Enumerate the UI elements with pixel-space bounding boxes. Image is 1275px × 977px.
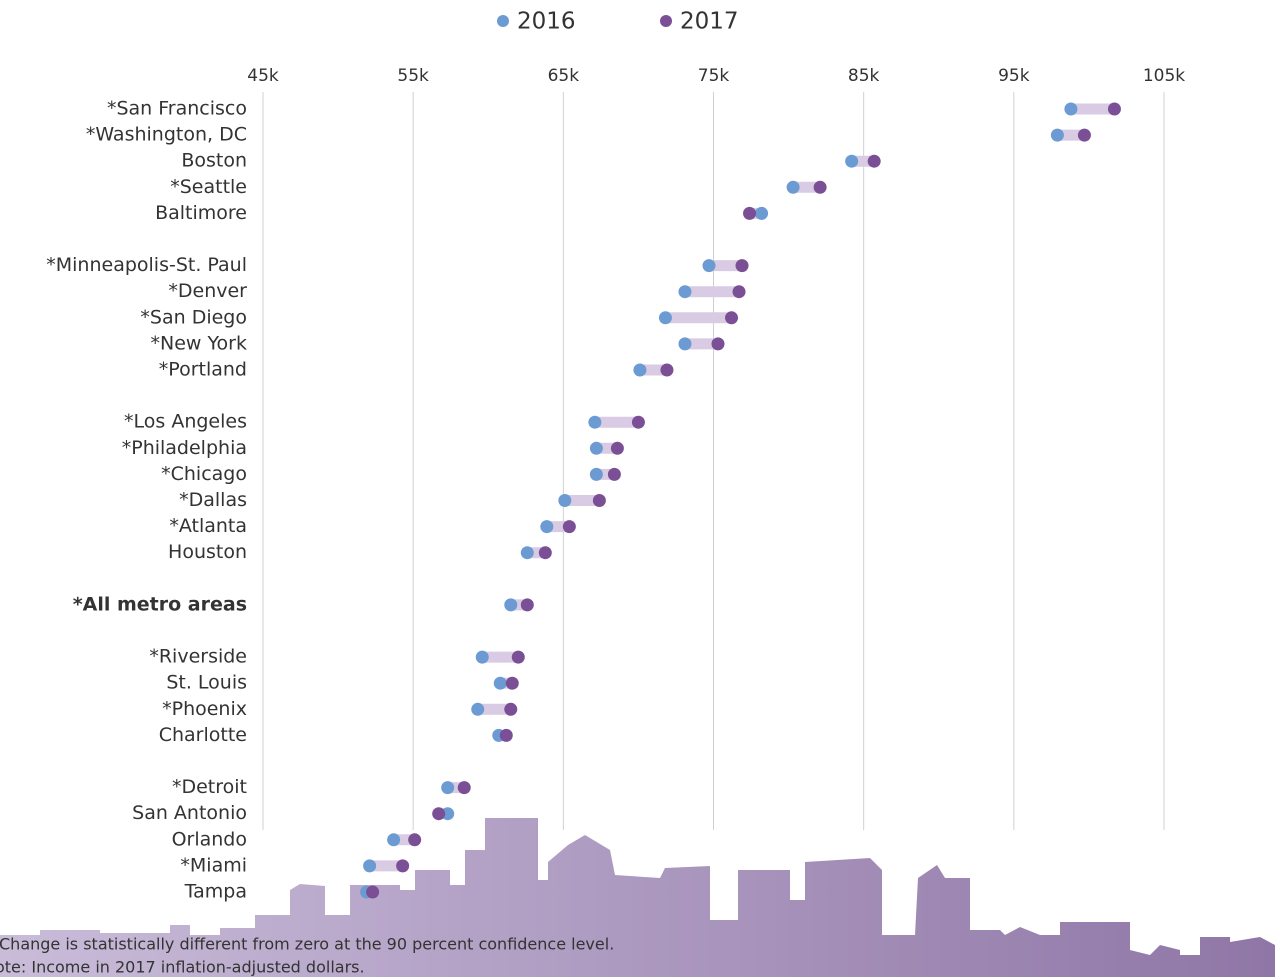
dot [538,546,552,560]
y-tick-label: *Los Angeles [124,411,247,433]
y-tick-label: *Riverside [149,646,247,668]
y-tick-label: *Philadelphia [122,437,247,459]
footnote: *Change is statistically different from … [0,935,614,954]
y-tick-label: Boston [181,150,247,172]
dot [441,807,455,821]
dot [1077,128,1091,142]
y-tick-label: Baltimore [155,202,247,224]
x-tick-label: 105k [1143,66,1185,86]
dot [732,285,746,299]
dot [743,206,757,220]
x-tick-label: 45k [247,66,279,86]
dot [520,598,534,612]
dot [1050,128,1064,142]
dot [471,702,485,716]
dot [589,441,603,455]
y-tick-label: Tampa [184,881,247,903]
y-tick-label: *Seattle [170,176,247,198]
dot [702,259,716,273]
dot [725,311,739,325]
dot [845,154,859,168]
x-tick-label: 75k [698,66,730,86]
dot [607,467,621,481]
dot [631,415,645,429]
y-tick-label: *Portland [159,359,247,381]
y-tick-label: *Denver [168,280,247,302]
dot [396,859,410,873]
dot [457,781,471,795]
dot [588,415,602,429]
legend-marker [497,15,509,27]
y-tick-label: *Phoenix [162,698,247,720]
dot [504,598,518,612]
y-tick-label: *San Diego [140,306,247,328]
dot [499,728,513,742]
y-tick-label: St. Louis [166,672,247,694]
footnote: Note: Income in 2017 inflation-adjusted … [0,958,365,977]
dot [1064,102,1078,116]
dot [633,363,647,377]
dot [505,676,519,690]
dot [786,180,800,194]
dot [589,467,603,481]
dot [678,337,692,351]
dot [432,807,446,821]
dot [711,337,725,351]
dot [562,520,576,534]
dot [813,180,827,194]
y-tick-label: *San Francisco [107,98,247,120]
legend-label: 2016 [517,9,576,35]
y-tick-label: *New York [150,332,247,354]
x-tick-label: 65k [548,66,580,86]
y-tick-label: *Minneapolis-St. Paul [46,254,247,276]
y-tick-label: *Chicago [161,463,247,485]
dot [511,650,525,664]
dot [558,494,572,507]
dot [1107,102,1121,116]
dot [540,520,554,534]
y-tick-label: Orlando [172,828,247,850]
dot [408,833,422,847]
y-tick-label: *All metro areas [73,593,247,615]
y-tick-label: Houston [168,541,247,563]
skyline [0,818,1275,977]
legend-marker [660,15,672,27]
y-tick-label: San Antonio [132,802,247,824]
dot [867,154,881,168]
y-tick-label: *Washington, DC [86,124,247,146]
dot [475,650,489,664]
dot [366,885,380,899]
dot [658,311,672,325]
y-tick-label: *Atlanta [169,515,247,537]
dot [520,546,534,560]
dot [493,676,507,690]
dot [441,781,455,795]
dot [735,259,749,273]
y-tick-label: Charlotte [159,724,247,746]
x-tick-label: 85k [848,66,880,86]
dot [755,206,769,220]
y-tick-label: *Miami [180,854,247,876]
dot [610,441,624,455]
dot [387,833,401,847]
dot [363,859,377,873]
y-tick-label: *Detroit [172,776,247,798]
legend-label: 2017 [680,9,739,35]
dot [678,285,692,299]
dot [660,363,674,377]
dot [504,702,518,716]
dot [592,494,606,507]
y-tick-label: *Dallas [179,489,247,511]
x-tick-label: 95k [998,66,1030,86]
x-tick-label: 55k [397,66,429,86]
